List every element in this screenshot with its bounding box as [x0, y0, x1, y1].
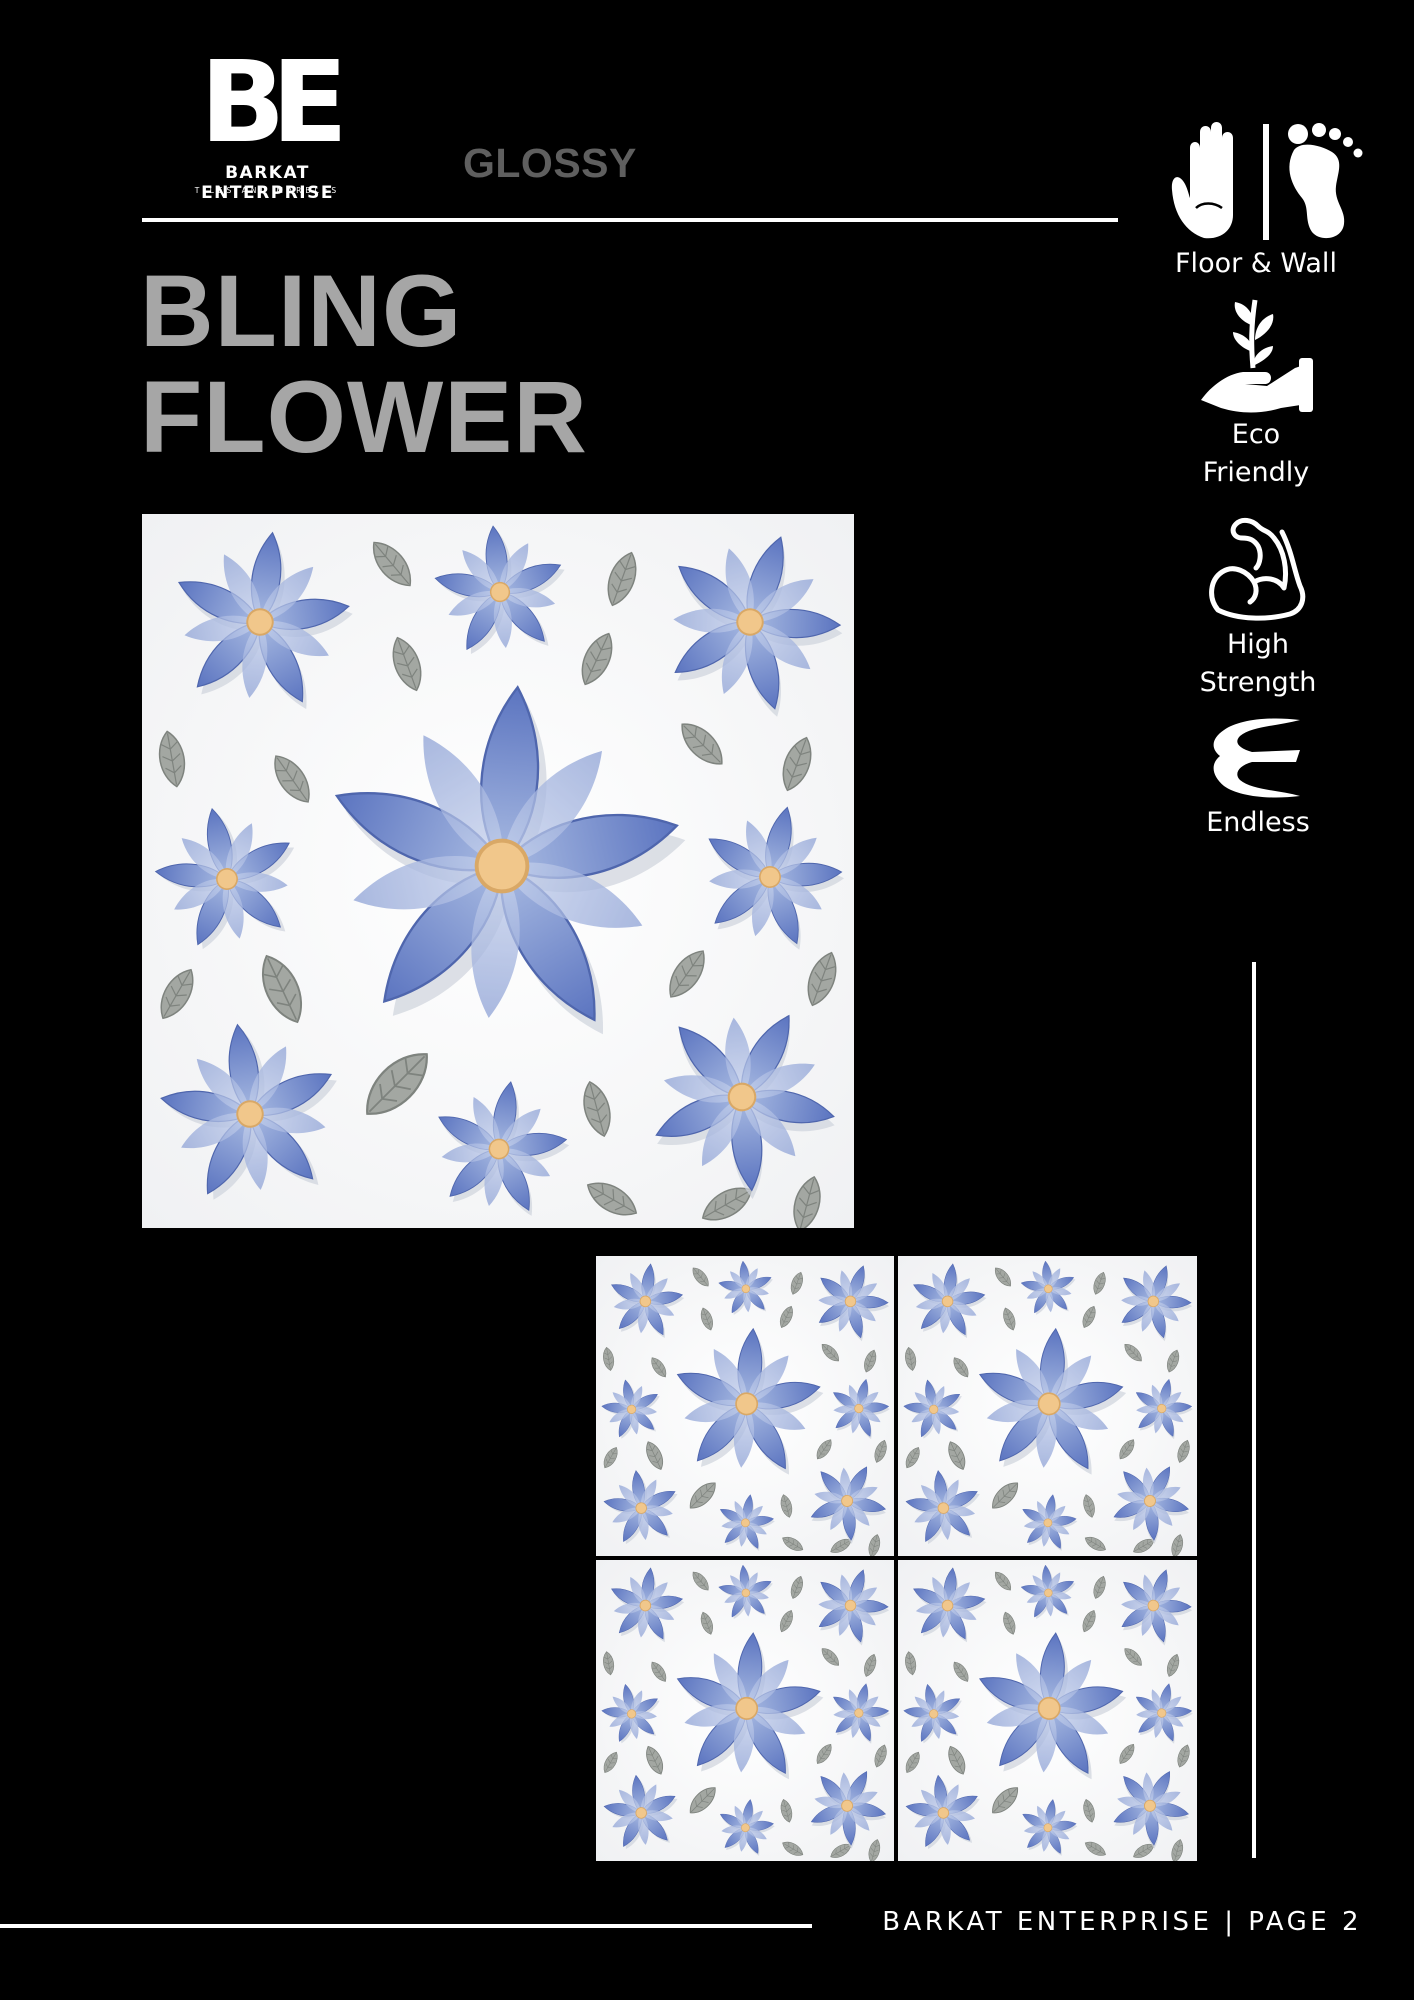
svg-text:BE.: BE. — [200, 45, 340, 157]
product-title: BLING FLOWER — [140, 258, 588, 470]
tile-grid-preview — [596, 1256, 1197, 1861]
footer-divider — [0, 1924, 812, 1928]
right-vertical-divider — [1252, 962, 1256, 1858]
be-logo-mark: BE. — [200, 45, 340, 157]
finish-label: GLOSSY — [463, 140, 637, 186]
hand-foot-icon — [1171, 122, 1363, 240]
feature-label-line-1: Eco — [1231, 419, 1281, 450]
feature-label: Eco Friendly — [1166, 416, 1346, 492]
footer-page-label: BARKAT ENTERPRISE | PAGE 2 — [882, 1907, 1362, 1937]
product-title-line-1: BLING — [140, 254, 463, 368]
company-tagline: TILES AND MARBLES — [194, 186, 341, 195]
hand-plant-icon — [1201, 299, 1313, 413]
tile-preview-top-right — [898, 1256, 1197, 1556]
feature-high-strength: High Strength — [1168, 510, 1348, 702]
feature-label-line-2: Friendly — [1202, 457, 1310, 488]
header-divider — [142, 218, 1118, 222]
feature-label: High Strength — [1168, 626, 1348, 702]
flexed-arm-icon — [1209, 517, 1306, 621]
tile-preview-bottom-left — [596, 1560, 894, 1861]
feature-label: Floor & Wall — [1175, 248, 1337, 279]
company-name: BARKAT ENTERPRISE — [201, 163, 334, 203]
main-tile-image — [142, 514, 854, 1228]
tile-preview-bottom-right — [898, 1560, 1197, 1861]
feature-eco-friendly: Eco Friendly — [1166, 296, 1346, 492]
feature-endless: Endless — [1168, 716, 1348, 842]
endless-icon — [1213, 718, 1300, 798]
company-logo: BE. BARKAT ENTERPRISE TILES AND MARBLES — [155, 45, 380, 205]
product-title-line-2: FLOWER — [140, 360, 588, 474]
tile-preview-top-left — [596, 1256, 894, 1556]
feature-floor-wall: Floor & Wall — [1166, 120, 1363, 283]
feature-label-line-1: High — [1226, 629, 1290, 660]
feature-label-line-2: Strength — [1199, 667, 1317, 698]
feature-label: Endless — [1206, 807, 1310, 838]
